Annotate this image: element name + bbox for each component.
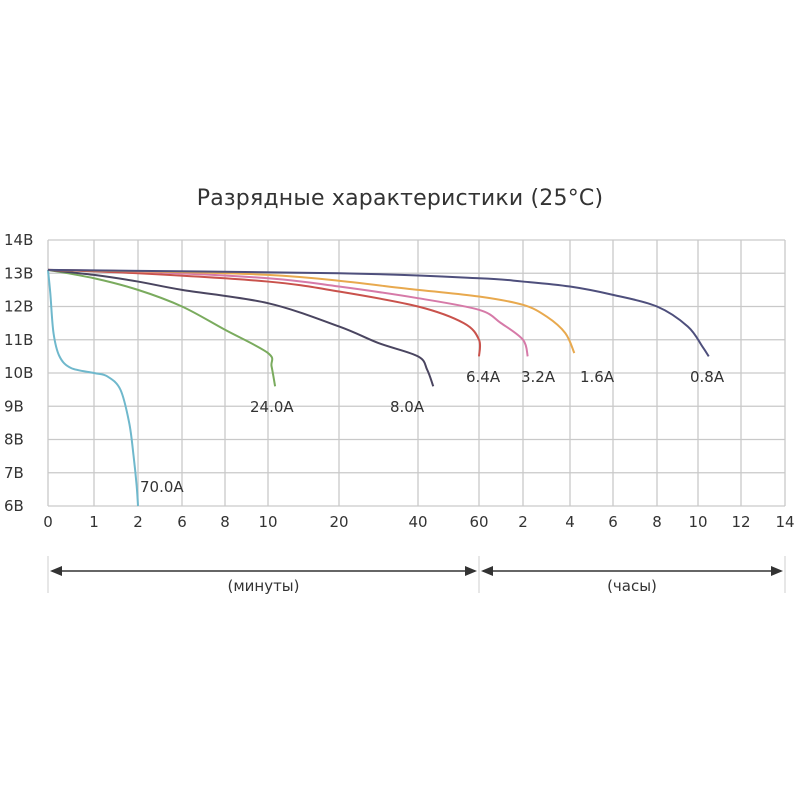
discharge-curve-0.8A [47, 268, 710, 357]
curve-label: 8.0A [390, 398, 425, 416]
y-tick-label: 12В [4, 298, 33, 316]
curve-label: 70.0A [140, 478, 184, 496]
x-tick-label: 12 [731, 513, 750, 531]
x-tick-label: 8 [220, 513, 230, 531]
grid [47, 239, 786, 507]
x-axis: 0 1 2 6 8 10 20 40 60 2 4 6 8 10 12 14 [43, 513, 794, 531]
time-unit-arrows: (минуты) (часы) [47, 556, 786, 595]
x-tick-label: 60 [469, 513, 488, 531]
curve-label: 24.0A [250, 398, 294, 416]
y-tick-label: 6В [4, 497, 24, 515]
curve-label: 0.8A [690, 368, 725, 386]
x-tick-label: 2 [518, 513, 528, 531]
y-tick-label: 8В [4, 431, 24, 449]
discharge-curve-1.6A [47, 268, 576, 354]
arrow-left-icon [481, 566, 493, 576]
curve-label: 6.4A [466, 368, 501, 386]
curves [47, 268, 710, 507]
x-tick-label: 10 [688, 513, 707, 531]
y-tick-label: 11В [4, 331, 33, 349]
curve-label: 3.2A [521, 368, 556, 386]
x-tick-label: 2 [133, 513, 143, 531]
discharge-curve-24.0A [47, 268, 277, 387]
x-tick-label: 1 [89, 513, 99, 531]
y-tick-label: 10В [4, 364, 33, 382]
x-tick-label: 6 [177, 513, 187, 531]
x-tick-label: 0 [43, 513, 53, 531]
time-unit-label: (минуты) [227, 577, 299, 595]
time-unit-label: (часы) [607, 577, 657, 595]
chart-title: Разрядные характеристики (25°C) [196, 186, 604, 211]
curve-label: 1.6A [580, 368, 615, 386]
y-tick-label: 14В [4, 231, 33, 249]
x-tick-label: 40 [408, 513, 427, 531]
x-tick-label: 6 [608, 513, 618, 531]
discharge-curve-6.4A [47, 268, 482, 357]
y-tick-label: 7В [4, 464, 24, 482]
arrow-left-icon [50, 566, 62, 576]
discharge-curve-70.0A [47, 269, 139, 507]
x-tick-label: 14 [775, 513, 794, 531]
discharge-curve-8.0A [47, 268, 435, 387]
x-tick-label: 4 [565, 513, 575, 531]
y-axis: 14В 13В 12В 11В 10В 9В 8В 7В 6В [4, 231, 33, 515]
arrow-right-icon [771, 566, 783, 576]
curve-labels: 70.0A 24.0A 8.0A 6.4A 3.2A 1.6A 0.8A [140, 368, 725, 496]
x-tick-label: 8 [652, 513, 662, 531]
arrow-right-icon [465, 566, 477, 576]
y-tick-label: 9В [4, 397, 24, 415]
x-tick-label: 10 [258, 513, 277, 531]
y-tick-label: 13В [4, 264, 33, 282]
x-tick-label: 20 [329, 513, 348, 531]
